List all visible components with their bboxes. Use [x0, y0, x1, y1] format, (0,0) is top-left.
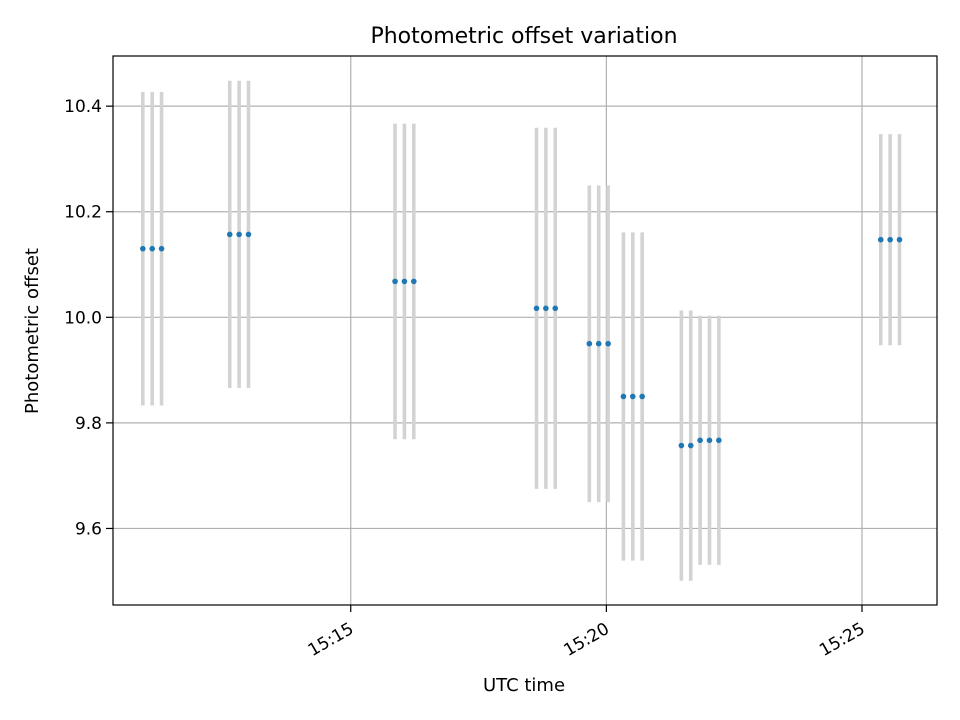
y-tick-label: 9.8	[75, 414, 102, 434]
data-point	[392, 278, 398, 285]
data-point	[401, 278, 408, 285]
y-tick-label: 10.4	[64, 97, 102, 117]
data-point	[678, 442, 685, 449]
data-point	[620, 393, 627, 400]
data-point	[595, 340, 602, 347]
data-point	[697, 437, 703, 444]
data-point	[716, 437, 722, 444]
data-point	[245, 231, 252, 238]
y-tick-label: 10.0	[64, 308, 102, 328]
data-point	[158, 245, 165, 252]
data-point	[586, 340, 593, 347]
data-point	[226, 231, 233, 238]
plot-frame	[112, 55, 938, 606]
axis-ticks: 15:15 15:20 15:25 9.6 9.8 10.0 10.2 10.4	[64, 97, 868, 661]
data-point	[706, 437, 713, 444]
x-tick-label: 15:15	[305, 619, 357, 661]
data-point	[605, 340, 611, 347]
data-point	[896, 236, 903, 243]
data-point	[236, 231, 242, 238]
data-point	[533, 305, 540, 312]
data-point	[543, 305, 549, 312]
data-point	[687, 442, 694, 449]
grid-lines	[113, 56, 937, 605]
error-bars	[141, 80, 902, 581]
x-tick-label: 15:25	[816, 619, 868, 661]
data-point	[410, 278, 417, 285]
data-point	[877, 236, 884, 243]
data-point	[140, 245, 146, 252]
chart-title: Photometric offset variation	[370, 24, 677, 49]
y-tick-label: 10.2	[64, 203, 102, 223]
data-point	[639, 393, 645, 400]
y-tick-label: 9.6	[75, 519, 102, 539]
data-point	[629, 393, 636, 400]
data-point	[887, 236, 893, 243]
data-point	[149, 245, 155, 252]
data-points	[140, 231, 903, 449]
x-tick-label: 15:20	[560, 619, 612, 661]
x-axis-label: UTC time	[483, 675, 565, 696]
data-point	[552, 305, 559, 312]
y-axis-label: Photometric offset	[22, 248, 43, 414]
